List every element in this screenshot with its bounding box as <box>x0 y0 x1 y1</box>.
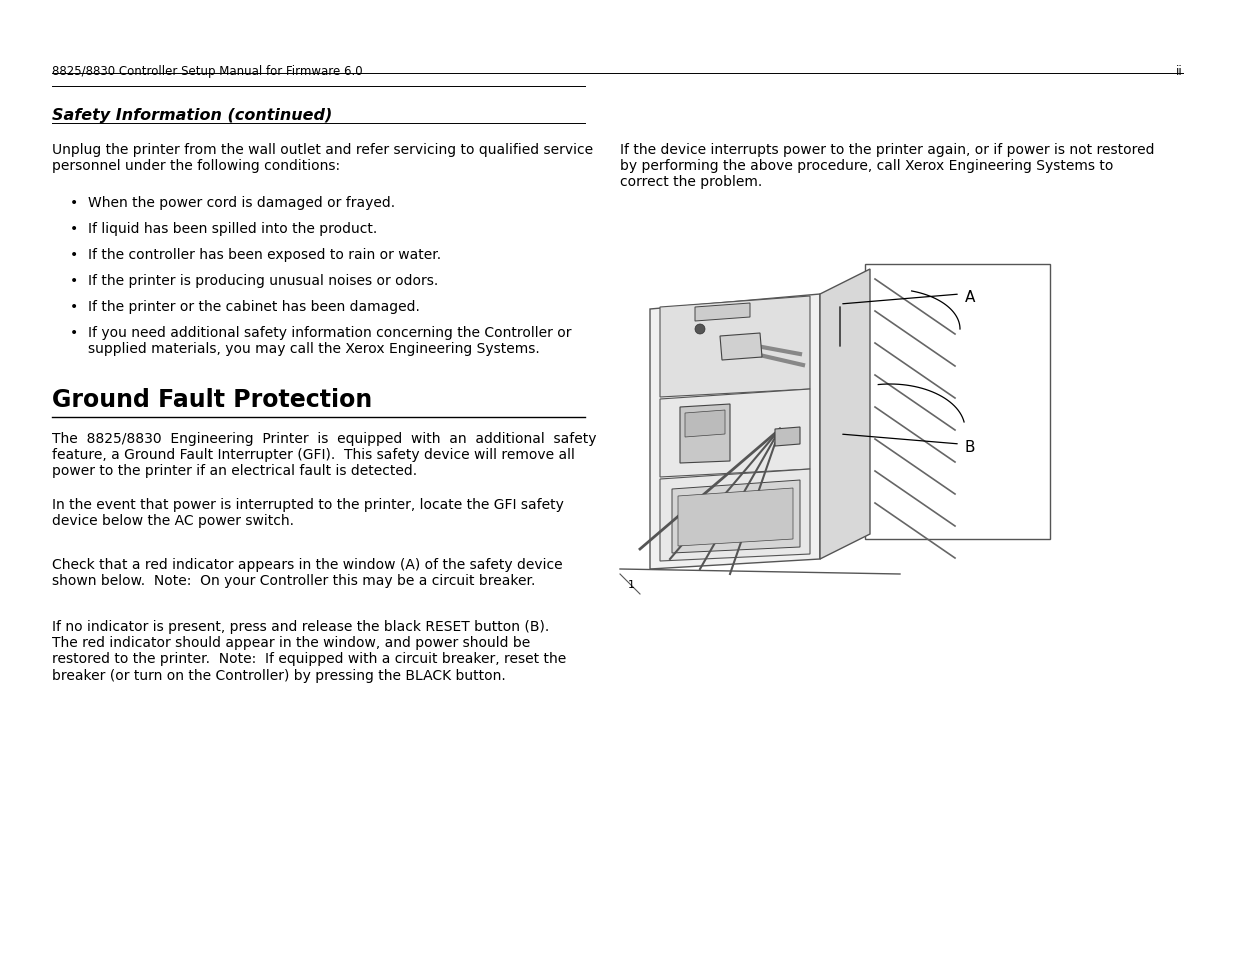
Text: •: • <box>70 299 78 314</box>
Text: Safety Information (continued): Safety Information (continued) <box>52 108 332 123</box>
Text: B: B <box>965 439 976 455</box>
Text: If the controller has been exposed to rain or water.: If the controller has been exposed to ra… <box>88 248 441 262</box>
Polygon shape <box>659 296 810 397</box>
Polygon shape <box>776 428 800 447</box>
Text: ii: ii <box>1176 65 1183 78</box>
Text: •: • <box>70 248 78 262</box>
Polygon shape <box>650 294 820 569</box>
Polygon shape <box>659 470 810 561</box>
Text: •: • <box>70 326 78 339</box>
Text: The  8825/8830  Engineering  Printer  is  equipped  with  an  additional  safety: The 8825/8830 Engineering Printer is equ… <box>52 432 597 477</box>
Polygon shape <box>864 265 1050 539</box>
Text: If the device interrupts power to the printer again, or if power is not restored: If the device interrupts power to the pr… <box>620 143 1155 190</box>
Text: If liquid has been spilled into the product.: If liquid has been spilled into the prod… <box>88 222 377 235</box>
Text: If the printer or the cabinet has been damaged.: If the printer or the cabinet has been d… <box>88 299 420 314</box>
Text: In the event that power is interrupted to the printer, locate the GFI safety
dev: In the event that power is interrupted t… <box>52 497 564 528</box>
Text: 8825/8830 Controller Setup Manual for Firmware 6.0: 8825/8830 Controller Setup Manual for Fi… <box>52 65 363 78</box>
Text: Ground Fault Protection: Ground Fault Protection <box>52 388 372 412</box>
Text: Unplug the printer from the wall outlet and refer servicing to qualified service: Unplug the printer from the wall outlet … <box>52 143 593 173</box>
Polygon shape <box>820 270 869 559</box>
Polygon shape <box>685 411 725 437</box>
Polygon shape <box>659 390 810 477</box>
Polygon shape <box>672 480 800 554</box>
Text: A: A <box>965 290 976 305</box>
Text: When the power cord is damaged or frayed.: When the power cord is damaged or frayed… <box>88 195 395 210</box>
Text: If you need additional safety information concerning the Controller or
supplied : If you need additional safety informatio… <box>88 326 572 355</box>
Text: If no indicator is present, press and release the black RESET button (B).
The re: If no indicator is present, press and re… <box>52 619 567 682</box>
Circle shape <box>695 325 705 335</box>
Polygon shape <box>695 304 750 322</box>
Polygon shape <box>680 405 730 463</box>
Text: •: • <box>70 195 78 210</box>
Polygon shape <box>720 334 762 360</box>
Text: •: • <box>70 222 78 235</box>
Text: •: • <box>70 274 78 288</box>
Polygon shape <box>678 489 793 546</box>
Text: If the printer is producing unusual noises or odors.: If the printer is producing unusual nois… <box>88 274 438 288</box>
Text: 1: 1 <box>629 579 635 589</box>
Text: Check that a red indicator appears in the window (A) of the safety device
shown : Check that a red indicator appears in th… <box>52 558 563 588</box>
